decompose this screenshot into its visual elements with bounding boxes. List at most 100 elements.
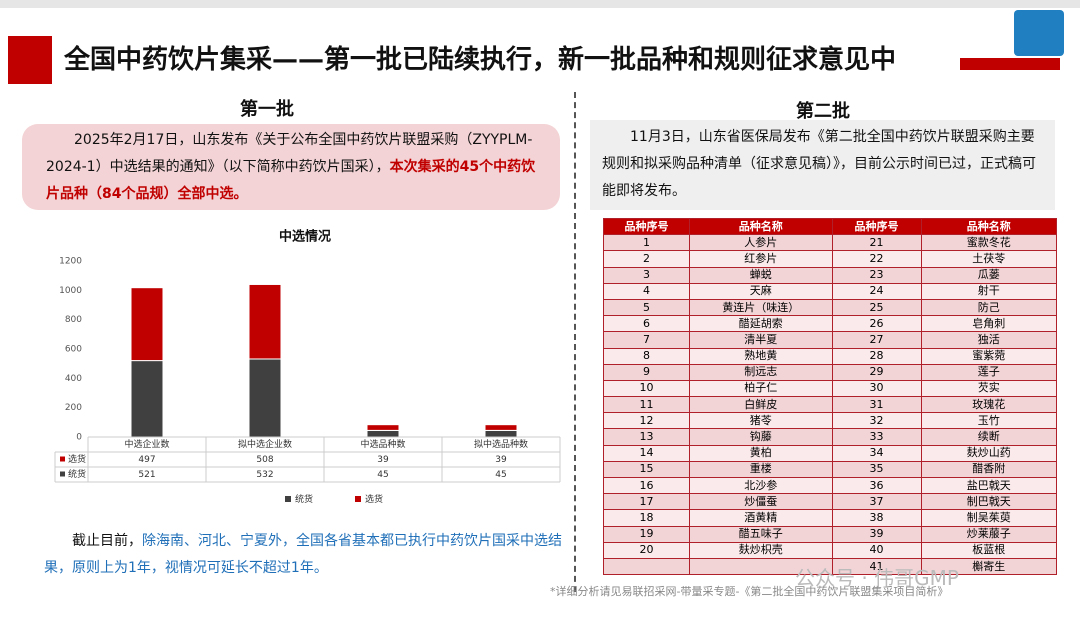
cell: 酒黄精: [689, 509, 833, 527]
batch2-heading: 第二批: [796, 101, 850, 122]
cell: 炒莱菔子: [920, 525, 1058, 543]
top-strip: [0, 0, 1080, 8]
table-series-name: 统货: [68, 468, 86, 480]
x-tick-label: 拟中选企业数: [238, 438, 292, 450]
cell: 白鲜皮: [689, 396, 833, 414]
cell: 6: [602, 315, 691, 333]
table-row: 2 红参片 22 土茯苓: [602, 250, 1058, 268]
cell: 黄柏: [689, 444, 833, 462]
table-row: 41 槲寄生: [602, 557, 1058, 576]
table-row: 7 清半夏 27 独活: [602, 331, 1058, 349]
cell: 4: [602, 282, 691, 300]
cell: 19: [602, 525, 691, 543]
bar: [366, 424, 400, 431]
cell: 5: [602, 298, 691, 317]
cell: 天麻: [689, 282, 833, 300]
table-series-name: 选货: [68, 453, 86, 465]
y-tick-label: 200: [65, 403, 82, 413]
cell: 熟地黄: [689, 347, 833, 365]
y-tick-label: 800: [65, 315, 82, 325]
batch1-text: 2025年2月17日，山东发布《关于公布全国中药饮片联盟采购（ZYYPLM-20…: [22, 124, 560, 210]
legend-label: 统货: [295, 493, 313, 505]
table-row: 8 熟地黄 28 蜜紫菀: [602, 347, 1058, 365]
y-tick-label: 400: [65, 374, 82, 384]
table-row: 3 蝉蜕 23 瓜蒌: [602, 266, 1058, 284]
cell: 7: [602, 331, 691, 349]
cell: 32: [831, 412, 922, 430]
cell: 28: [831, 347, 922, 365]
text-highlight: 本次集采的45个中药饮片品种（84个品规）全部中选。: [46, 159, 536, 202]
cell: 人参片: [689, 234, 833, 252]
cell: 22: [831, 250, 922, 268]
y-tick-label: 0: [76, 433, 82, 443]
title-marker: [8, 36, 52, 84]
data-label: 45: [377, 470, 388, 480]
cell: 35: [831, 460, 922, 479]
cell: 蝉蜕: [689, 266, 833, 284]
cell: 玫瑰花: [920, 396, 1058, 414]
cell: 板蓝根: [920, 541, 1058, 559]
cell: 皂角刺: [920, 315, 1058, 333]
data-label: 521: [138, 470, 155, 480]
cell: 红参片: [689, 250, 833, 268]
bar: [484, 429, 518, 438]
x-tick-label: 中选企业数: [124, 438, 169, 450]
footer-source: *详细分析请见易联招采网-带量采专题-《第二批全国中药饮片联盟集采项目简析》: [550, 585, 949, 598]
bar: [248, 358, 282, 438]
batch1-heading: 第一批: [240, 99, 294, 120]
cell: 独活: [920, 331, 1058, 349]
table-header: 品种序号 品种名称 品种序号 品种名称: [602, 217, 1058, 236]
logo: [1014, 10, 1064, 56]
cell: 猪苓: [689, 412, 833, 430]
text-highlight: 除海南、河北、宁夏外，全国各省基本都已执行中药饮片国采中选结果，原则上为1年，视…: [44, 533, 562, 576]
data-label: 45: [495, 470, 506, 480]
cell: 23: [831, 266, 922, 284]
cell: 24: [831, 282, 922, 300]
cell: 18: [602, 509, 691, 527]
cell: 30: [831, 379, 922, 398]
header-cell: 品种名称: [920, 217, 1058, 236]
table-row: 5 黄连片（味连） 25 防己: [602, 298, 1058, 317]
table-row: 20 麸炒枳壳 40 板蓝根: [602, 541, 1058, 559]
cell: 射干: [920, 282, 1058, 300]
cell: 黄连片（味连）: [689, 298, 833, 317]
cell: 9: [602, 363, 691, 381]
title-bar: [960, 58, 1060, 70]
cell: [602, 557, 691, 576]
cell: 38: [831, 509, 922, 527]
table-row: 9 制远志 29 莲子: [602, 363, 1058, 381]
table-key: [60, 456, 65, 462]
cell: 17: [602, 493, 691, 511]
cell: 制吴茱萸: [920, 509, 1058, 527]
cell: 玉竹: [920, 412, 1058, 430]
bar: [130, 287, 164, 362]
cell: 13: [602, 428, 691, 446]
legend-key: [355, 496, 361, 502]
cell: 续断: [920, 428, 1058, 446]
cell: 10: [602, 379, 691, 398]
cell: 柏子仁: [689, 379, 833, 398]
cell: 麸炒枳壳: [689, 541, 833, 559]
table-row: 16 北沙参 36 盐巴戟天: [602, 476, 1058, 495]
cell: 29: [831, 363, 922, 381]
data-label: 39: [495, 455, 507, 465]
cell: 土茯苓: [920, 250, 1058, 268]
cell: 制远志: [689, 363, 833, 381]
legend-key: [285, 496, 291, 502]
cell: 39: [831, 525, 922, 543]
cell: 41: [831, 557, 922, 576]
header-cell: 品种序号: [602, 217, 691, 236]
table-row: 4 天麻 24 射干: [602, 282, 1058, 300]
batch1-note: 截止目前，除海南、河北、宁夏外，全国各省基本都已执行中药饮片国采中选结果，原则上…: [44, 528, 564, 582]
cell: 制巴戟天: [920, 493, 1058, 511]
cell: 1: [602, 234, 691, 252]
cell: 34: [831, 444, 922, 462]
cell: 25: [831, 298, 922, 317]
data-label: 508: [256, 455, 273, 465]
cell: 蜜紫菀: [920, 347, 1058, 365]
table-row: 6 醋延胡索 26 皂角刺: [602, 315, 1058, 333]
text: 截止目前，: [72, 533, 142, 549]
table-row: 10 柏子仁 30 芡实: [602, 379, 1058, 398]
cell: 27: [831, 331, 922, 349]
cell: 12: [602, 412, 691, 430]
